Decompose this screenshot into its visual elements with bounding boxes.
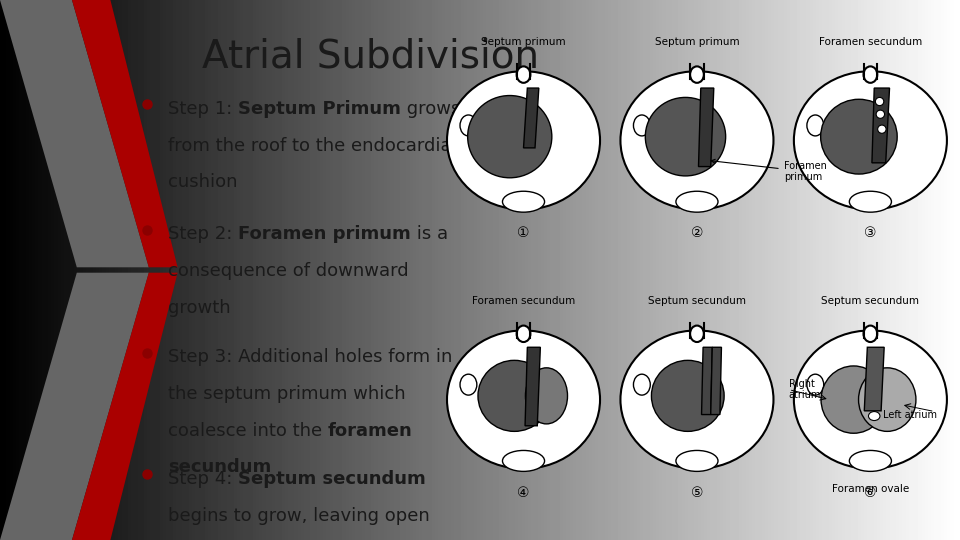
Text: ⑥: ⑥ — [864, 485, 876, 500]
Polygon shape — [0, 273, 149, 540]
Text: Step 2:: Step 2: — [168, 225, 238, 243]
Ellipse shape — [807, 115, 824, 136]
Ellipse shape — [794, 71, 947, 210]
Text: Foramen primum: Foramen primum — [238, 225, 411, 243]
Ellipse shape — [447, 330, 600, 469]
Ellipse shape — [676, 191, 718, 212]
Polygon shape — [72, 273, 178, 540]
Circle shape — [876, 97, 884, 106]
Text: is a: is a — [411, 225, 448, 243]
Text: Foramen ovale: Foramen ovale — [831, 484, 909, 494]
Ellipse shape — [807, 374, 824, 395]
Text: coalesce into the: coalesce into the — [168, 422, 328, 440]
Text: Septum secundum: Septum secundum — [822, 296, 920, 306]
Ellipse shape — [620, 330, 774, 469]
Text: grows: grows — [401, 100, 460, 118]
Polygon shape — [702, 347, 712, 415]
Ellipse shape — [821, 99, 898, 174]
Text: Septum secundum: Septum secundum — [648, 296, 746, 306]
Ellipse shape — [690, 326, 704, 342]
Text: ③: ③ — [864, 226, 876, 240]
Ellipse shape — [447, 71, 600, 210]
Polygon shape — [699, 88, 714, 166]
Text: consequence of downward: consequence of downward — [168, 262, 409, 280]
Polygon shape — [523, 88, 539, 148]
Ellipse shape — [690, 66, 704, 83]
Ellipse shape — [634, 374, 650, 395]
Text: Foramen secundum: Foramen secundum — [472, 296, 575, 306]
Ellipse shape — [502, 191, 544, 212]
Ellipse shape — [863, 66, 877, 83]
Polygon shape — [864, 347, 884, 411]
Text: Septum primum: Septum primum — [655, 37, 739, 47]
Text: Foramen
primum: Foramen primum — [711, 159, 827, 183]
Ellipse shape — [460, 374, 477, 395]
Ellipse shape — [850, 191, 892, 212]
Text: Septum Primum: Septum Primum — [238, 100, 401, 118]
Polygon shape — [710, 347, 722, 415]
Text: Step 4:: Step 4: — [168, 470, 238, 488]
Ellipse shape — [645, 97, 726, 176]
Text: ⑤: ⑤ — [690, 485, 704, 500]
Ellipse shape — [794, 330, 947, 469]
Text: from the roof to the endocardial: from the roof to the endocardial — [168, 137, 457, 154]
Ellipse shape — [821, 366, 886, 433]
Text: Step 1:: Step 1: — [168, 100, 238, 118]
Text: Foramen secundum: Foramen secundum — [819, 37, 922, 47]
Ellipse shape — [516, 326, 531, 342]
Ellipse shape — [869, 411, 880, 421]
Polygon shape — [72, 0, 178, 267]
Circle shape — [876, 110, 884, 118]
Text: cushion: cushion — [168, 173, 237, 191]
Text: foramen: foramen — [328, 422, 413, 440]
Ellipse shape — [634, 115, 650, 136]
Ellipse shape — [516, 66, 531, 83]
Text: ①: ① — [517, 226, 530, 240]
Text: Septum primum: Septum primum — [481, 37, 565, 47]
Polygon shape — [0, 0, 149, 267]
Text: Atrial Subdivision: Atrial Subdivision — [202, 38, 539, 76]
Polygon shape — [872, 88, 890, 163]
Text: Step 3: Additional holes form in: Step 3: Additional holes form in — [168, 348, 452, 366]
Ellipse shape — [525, 368, 567, 424]
Ellipse shape — [676, 450, 718, 471]
Text: begins to grow, leaving open: begins to grow, leaving open — [168, 507, 430, 524]
Text: ②: ② — [690, 226, 704, 240]
Ellipse shape — [460, 115, 477, 136]
Text: Left atrium: Left atrium — [882, 409, 937, 420]
Text: Right
atrium: Right atrium — [789, 379, 821, 401]
Text: Septum secundum: Septum secundum — [238, 470, 426, 488]
Ellipse shape — [858, 368, 916, 431]
Ellipse shape — [478, 360, 551, 431]
Polygon shape — [525, 347, 540, 426]
Text: secundum: secundum — [168, 458, 272, 476]
Text: growth: growth — [168, 299, 230, 316]
Ellipse shape — [468, 96, 552, 178]
Ellipse shape — [620, 71, 774, 210]
Text: ④: ④ — [517, 485, 530, 500]
Ellipse shape — [652, 360, 724, 431]
Ellipse shape — [863, 326, 877, 342]
Circle shape — [877, 125, 886, 133]
Text: the septum primum which: the septum primum which — [168, 385, 406, 403]
Ellipse shape — [850, 450, 892, 471]
Ellipse shape — [502, 450, 544, 471]
